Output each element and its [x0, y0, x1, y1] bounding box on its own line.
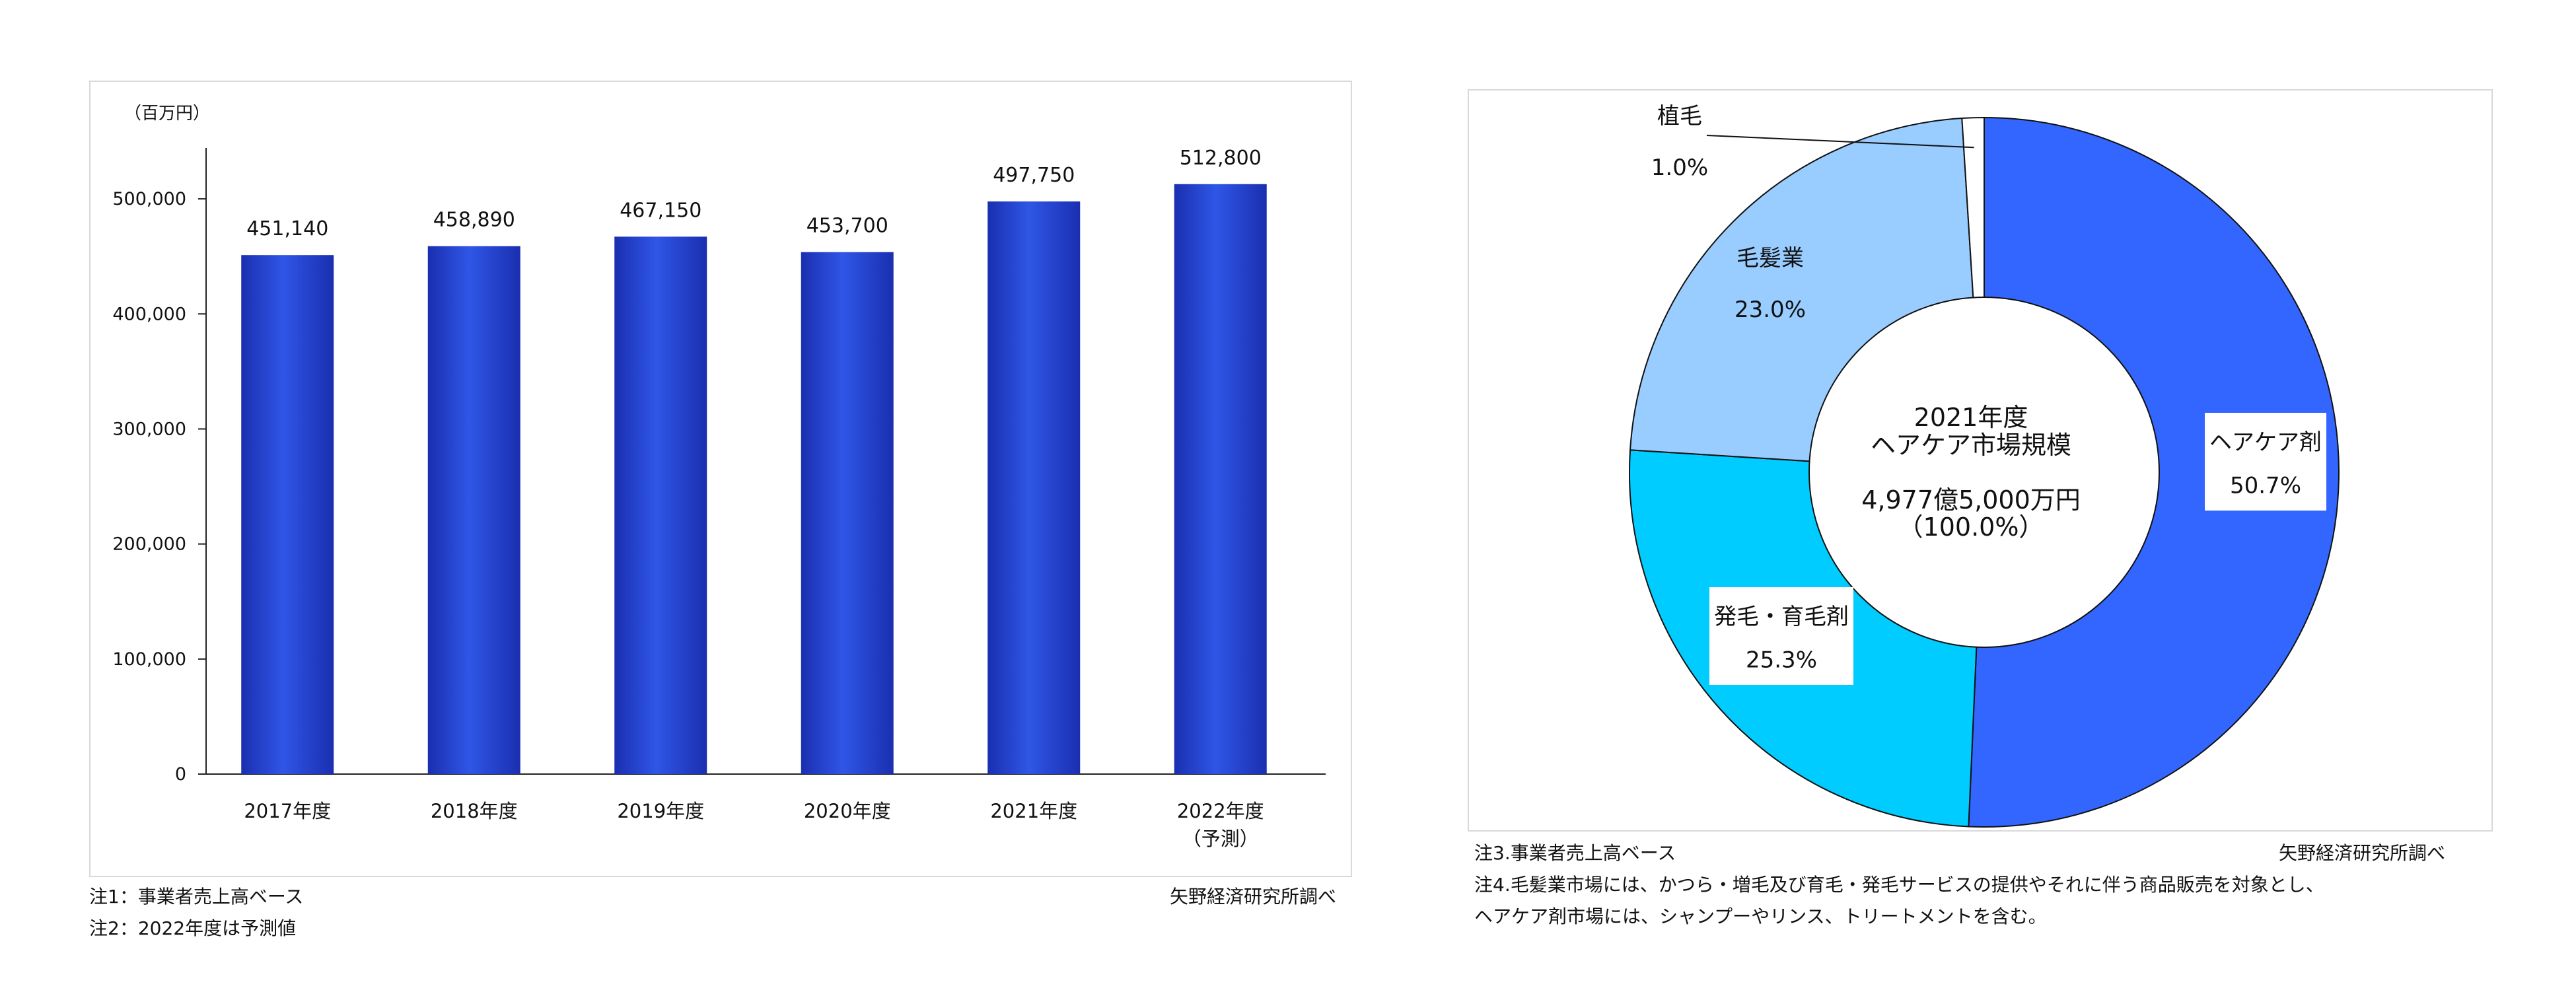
bar [614, 236, 707, 774]
y-tick-label: 0 [175, 764, 186, 785]
donut-hole [1808, 297, 2160, 648]
slice-value-label: 25.3% [1746, 647, 1817, 673]
bar-value-label: 453,700 [806, 215, 888, 238]
slice-label: 毛髪業 [1736, 245, 1804, 271]
center-label-title: ヘアケア市場規模 [1871, 431, 2071, 460]
bar [987, 201, 1081, 774]
y-tick-label: 300,000 [112, 419, 186, 439]
slice-label: 植毛 [1657, 103, 1702, 129]
leader-line [1706, 135, 1974, 149]
donut-chart-panel: 2021年度 ヘアケア市場規模 4,977億5,000万円 （100.0%） ヘ… [1468, 89, 2493, 832]
bar-chart-panel: （百万円） 0 100,000 200,000 300,000 400,000 500,0… [89, 81, 1352, 877]
x-tick-label: 2021年度 [990, 800, 1077, 822]
source-right: 矢野経済研究所調べ [2279, 842, 2446, 864]
note-2: 注2：2022年度は予測値 [89, 917, 297, 939]
y-tick-label: 400,000 [112, 304, 186, 324]
note-1: 注1：事業者売上高ベース [89, 886, 304, 907]
bar-value-label: 512,800 [1180, 147, 1262, 170]
x-tick-sublabel: （予測） [1182, 828, 1259, 850]
bar-value-label: 451,140 [246, 217, 328, 240]
center-label-percent: （100.0%） [1898, 513, 2044, 542]
x-tick-label: 2018年度 [431, 800, 518, 822]
slice-label-box [2205, 413, 2326, 511]
note-4-continued: ヘアケア剤市場には、シャンプーやリンス、トリートメントを含む。 [1474, 906, 2047, 927]
y-tick-label: 200,000 [112, 534, 186, 555]
y-tick-label: 500,000 [112, 189, 186, 209]
bar-value-label: 467,150 [620, 199, 701, 222]
slice-label: 発毛・育毛剤 [1714, 604, 1849, 630]
slice-value-label: 50.7% [2230, 472, 2301, 499]
donut-chart: 2021年度 ヘアケア市場規模 4,977億5,000万円 （100.0%） ヘ… [1629, 103, 2340, 828]
note-4: 注4.毛髪業市場には、かつら・増毛及び育毛・発毛サービスの提供やそれに伴う商品販… [1474, 874, 2324, 896]
bar [427, 246, 520, 775]
x-tick-label: 2017年度 [244, 800, 331, 822]
slice-value-label: 1.0% [1651, 155, 1708, 181]
bar-chart: （百万円） 0 100,000 200,000 300,000 400,000 500,0… [112, 104, 1326, 850]
center-label-total: 4,977億5,000万円 [1861, 485, 2081, 515]
slice-label-box [1709, 587, 1853, 685]
y-tick-label: 100,000 [112, 649, 186, 670]
bar [801, 252, 894, 775]
bar-value-label: 458,890 [433, 209, 515, 232]
bar-value-label: 497,750 [993, 164, 1075, 187]
slice-value-label: 23.0% [1735, 297, 1806, 323]
note-3: 注3.事業者売上高ベース [1474, 842, 1676, 864]
source-left: 矢野経済研究所調べ [1170, 886, 1337, 907]
y-axis-unit-label: （百万円） [124, 104, 210, 124]
x-tick-label: 2019年度 [617, 800, 704, 822]
bar [1174, 184, 1267, 774]
slice-label: ヘアケア剤 [2209, 429, 2322, 456]
center-label-year: 2021年度 [1914, 403, 2028, 432]
x-tick-label: 2022年度 [1177, 800, 1264, 822]
x-tick-label: 2020年度 [804, 800, 891, 822]
bar [241, 255, 334, 774]
